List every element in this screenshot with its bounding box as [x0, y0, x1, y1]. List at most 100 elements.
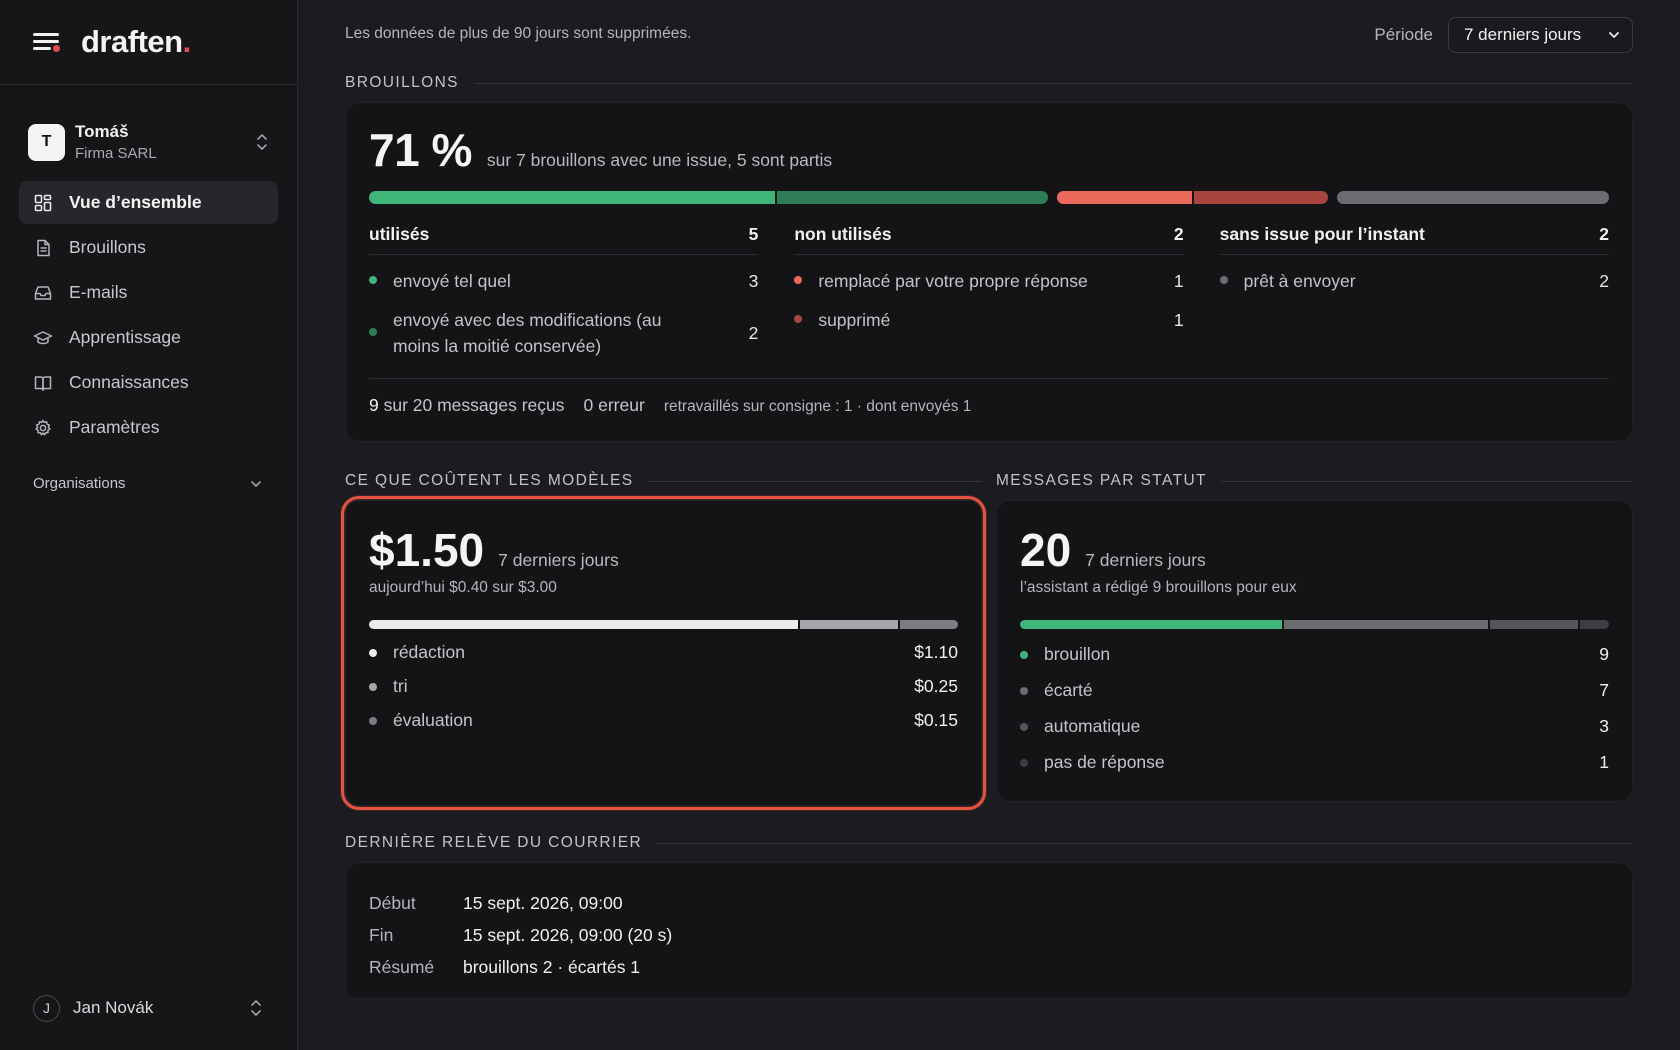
bar-unused	[1056, 191, 1329, 204]
topbar: Les données de plus de 90 jours sont sup…	[345, 0, 1633, 70]
mail-row-end: Fin 15 sept. 2026, 09:00 (20 s)	[369, 924, 673, 945]
account-name: Tomáš	[75, 122, 129, 141]
dashboard-icon	[33, 193, 53, 213]
drafts-card: 71 % sur 7 brouillons avec une issue, 5 …	[345, 102, 1633, 442]
drafts-outcome-bar	[369, 191, 1610, 204]
sidebar-item-label: Brouillons	[69, 237, 146, 257]
section-title-costs: CE QUE COÛTENT LES MODÈLES	[345, 468, 982, 494]
list-item: supprimé 1	[794, 307, 1184, 333]
list-item: prêt à envoyer 2	[1219, 268, 1609, 294]
cost-list: rédaction $1.10 tri $0.25 évaluation $0.…	[369, 642, 958, 731]
cost-period: 7 derniers jours	[498, 550, 619, 570]
sidebar: draften. T Tomáš Firma SARL Vue d’ensemb…	[0, 0, 298, 1050]
graduation-cap-icon	[33, 328, 53, 348]
list-item: évaluation $0.15	[369, 710, 958, 731]
chevron-down-icon	[251, 480, 261, 487]
bar-segment-replaced	[1056, 191, 1194, 204]
messages-subtitle: l’assistant a rédigé 9 brouillons pour e…	[1020, 579, 1297, 596]
cost-today: aujourd’hui $0.40 sur $3.00	[369, 579, 557, 596]
status-bar-segment-3	[1579, 620, 1609, 629]
sidebar-item-label: Apprentissage	[69, 327, 181, 347]
last-mail-card: Début 15 sept. 2026, 09:00 Fin 15 sept. 20…	[345, 862, 1633, 999]
bar-segment-sent-as-is	[369, 191, 778, 204]
bar-segment-deleted	[1193, 191, 1329, 204]
period-select-value: 7 derniers jours	[1464, 25, 1582, 44]
messages-card: 20 7 derniers jours l’assistant a rédigé…	[996, 500, 1633, 802]
sidebar-item-label: Connaissances	[69, 372, 189, 392]
book-icon	[33, 373, 53, 393]
section-title-messages: MESSAGES PAR STATUT	[996, 468, 1633, 494]
sidebar-item-settings[interactable]: Paramètres	[19, 406, 278, 449]
main-content: Les données de plus de 90 jours sont sup…	[298, 0, 1680, 1050]
chevron-updown-icon	[251, 1000, 261, 1016]
period-picker: Période 7 derniers jours	[1374, 17, 1633, 53]
chevron-down-icon	[1609, 32, 1619, 38]
organisations-label: Organisations	[33, 475, 126, 492]
bar-pending	[1337, 191, 1610, 204]
section-title-drafts: BROUILLONS	[345, 70, 1633, 96]
status-bar-segment-1	[1284, 620, 1489, 629]
sidebar-item-emails[interactable]: E-mails	[19, 271, 278, 314]
messages-total: 20	[1020, 524, 1072, 576]
messages-status-bar	[1020, 620, 1609, 629]
sidebar-nav: Vue d’ensemble Brouillons E-mails Appren…	[0, 181, 297, 449]
retention-notice: Les données de plus de 90 jours sont sup…	[345, 24, 692, 42]
account-org: Firma SARL	[75, 145, 157, 162]
list-item: remplacé par votre propre réponse 1	[794, 268, 1184, 294]
menu-icon[interactable]	[33, 31, 60, 53]
cost-card: $1.50 7 derniers jours aujourd’hui $0.40…	[341, 496, 986, 810]
sidebar-item-label: Vue d’ensemble	[69, 192, 202, 212]
breakdown-used: utilisés 5 envoyé tel quel 3 envoyé avec …	[369, 224, 759, 359]
cost-bar-segment-1	[800, 620, 898, 629]
sidebar-item-learning[interactable]: Apprentissage	[19, 316, 278, 359]
user-name: Jan Novák	[73, 998, 154, 1017]
period-label: Période	[1374, 25, 1433, 44]
sidebar-item-overview[interactable]: Vue d’ensemble	[19, 181, 278, 224]
status-bar-segment-0	[1020, 620, 1283, 629]
list-item: automatique 3	[1020, 716, 1609, 737]
messages-list: brouillon 9 écarté 7 automatique 3 pas	[1020, 644, 1609, 773]
messages-period: 7 derniers jours	[1085, 550, 1206, 570]
mail-row-summary: Résumé brouillons 2 · écartés 1	[369, 956, 641, 977]
cost-breakdown-bar	[369, 620, 958, 629]
account-avatar: T	[28, 123, 65, 161]
section-title-last-mail: DERNIÈRE RELÈVE DU COURRIER	[345, 830, 1633, 856]
mail-row-start: Début 15 sept. 2026, 09:00	[369, 892, 623, 913]
document-icon	[33, 238, 53, 258]
list-item: pas de réponse 1	[1020, 752, 1609, 773]
list-item: rédaction $1.10	[369, 642, 958, 663]
chevron-updown-icon	[257, 134, 267, 150]
list-item: envoyé avec des modifications (au moins …	[369, 307, 758, 359]
drafts-kpi: 71 %	[369, 124, 472, 176]
bar-used	[369, 191, 1048, 204]
brand-logo[interactable]: draften.	[81, 24, 191, 59]
brand-header: draften.	[0, 0, 297, 85]
cost-bar-segment-0	[369, 620, 798, 629]
period-select[interactable]: 7 derniers jours	[1448, 17, 1633, 53]
list-item: écarté 7	[1020, 680, 1609, 701]
list-item: tri $0.25	[369, 676, 958, 697]
status-bar-segment-2	[1490, 620, 1578, 629]
account-switcher[interactable]: T Tomáš Firma SARL	[0, 117, 297, 167]
sidebar-item-label: Paramètres	[69, 417, 160, 437]
organisations-toggle[interactable]: Organisations	[0, 475, 297, 492]
reworked-summary: retravaillés sur consigne : 1 · dont env…	[663, 398, 972, 415]
gear-icon	[33, 418, 53, 438]
breakdown-unused: non utilisés 2 remplacé par votre propre …	[794, 224, 1184, 359]
drafts-breakdown: utilisés 5 envoyé tel quel 3 envoyé avec …	[369, 224, 1609, 359]
inbox-icon	[33, 283, 53, 303]
sidebar-item-drafts[interactable]: Brouillons	[19, 226, 278, 269]
list-item: brouillon 9	[1020, 644, 1609, 665]
breakdown-pending: sans issue pour l’instant 2 prêt à envoye…	[1219, 224, 1609, 359]
user-menu[interactable]: J Jan Novák	[33, 993, 263, 1023]
drafts-kpi-subtitle: sur 7 brouillons avec une issue, 5 sont …	[486, 150, 833, 170]
bar-segment-sent-modified	[777, 191, 1048, 204]
list-item: envoyé tel quel 3	[369, 268, 758, 294]
sidebar-item-knowledge[interactable]: Connaissances	[19, 361, 278, 404]
sidebar-item-label: E-mails	[69, 282, 128, 302]
cost-bar-segment-2	[899, 620, 958, 629]
user-avatar: J	[33, 994, 60, 1022]
cost-total: $1.50	[369, 524, 485, 576]
drafts-footer: 9 sur 20 messages reçus 0 erreur retrava…	[369, 378, 1609, 416]
